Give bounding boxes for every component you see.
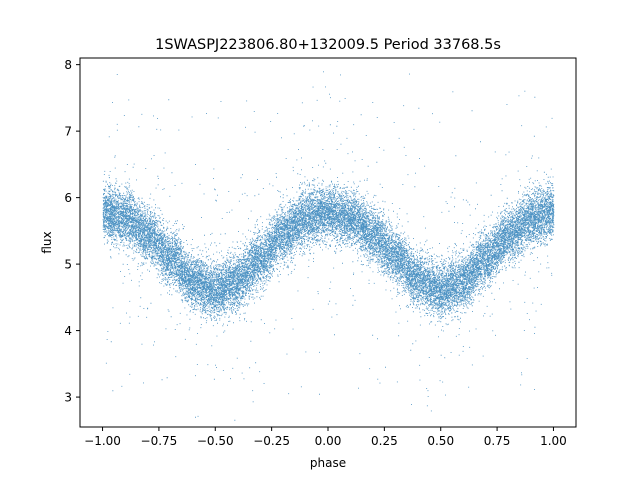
y-tick-label: 3 [64, 391, 72, 405]
x-axis-label: phase [310, 456, 346, 470]
data-points [102, 71, 555, 421]
x-tick-label: −0.25 [253, 434, 290, 448]
y-tick-label: 7 [64, 125, 72, 139]
x-tick-label: −0.75 [141, 434, 178, 448]
y-axis-label: flux [40, 231, 54, 253]
scatter-points [102, 71, 555, 421]
x-tick-label: 0.00 [315, 434, 342, 448]
x-axis-ticks: −1.00 −0.75 −0.50 −0.25 0.00 0.25 0.50 0.75 1.00 [84, 427, 567, 448]
y-tick-label: 4 [64, 324, 72, 338]
y-tick-label: 6 [64, 191, 72, 205]
y-tick-label: 5 [64, 258, 72, 272]
x-tick-label: −1.00 [84, 434, 121, 448]
chart-title: 1SWASPJ223806.80+132009.5 Period 33768.5… [155, 37, 501, 53]
x-tick-label: 0.75 [484, 434, 511, 448]
x-tick-label: 0.50 [427, 434, 454, 448]
x-tick-label: 0.25 [371, 434, 398, 448]
y-axis-ticks: 3 4 5 6 7 8 [64, 58, 80, 405]
x-tick-label: −0.50 [197, 434, 234, 448]
x-tick-label: 1.00 [540, 434, 567, 448]
y-tick-label: 8 [64, 58, 72, 72]
